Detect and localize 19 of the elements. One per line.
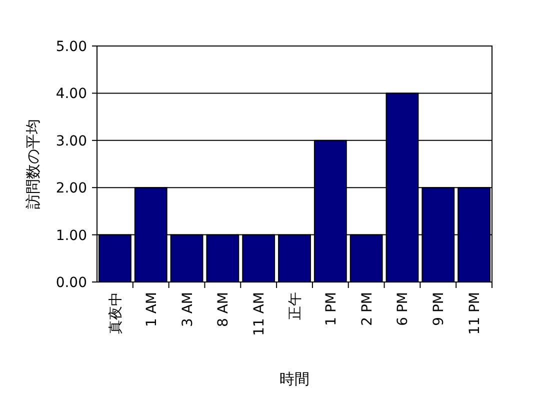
y-tick-label: 4.00	[56, 86, 87, 102]
y-tick-label: 3.00	[56, 133, 87, 150]
x-tick-label: 1 PM	[323, 292, 340, 326]
y-tick-label: 5.00	[56, 39, 87, 55]
x-tick-label: 9 PM	[431, 292, 448, 326]
y-tick-label: 1.00	[56, 228, 87, 244]
x-tick-label: 6 PM	[395, 292, 412, 326]
y-tick-label: 2.00	[56, 180, 87, 197]
x-axis-title: 時間	[280, 370, 310, 388]
y-tick-label: 0.00	[56, 275, 87, 291]
x-tick-label: 11 PM	[467, 292, 484, 335]
x-tick-label: 8 AM	[216, 292, 232, 328]
x-tick-label: 3 AM	[180, 292, 196, 328]
x-tick-label: 真夜中	[108, 292, 124, 334]
x-tick-label: 2 PM	[359, 292, 376, 326]
x-tick-label: 正午	[288, 292, 304, 320]
y-axis-title: 訪問数の平均	[24, 119, 42, 209]
x-tick-label: 1 AM	[144, 292, 160, 328]
x-tick-label: 11 AM	[252, 292, 268, 336]
